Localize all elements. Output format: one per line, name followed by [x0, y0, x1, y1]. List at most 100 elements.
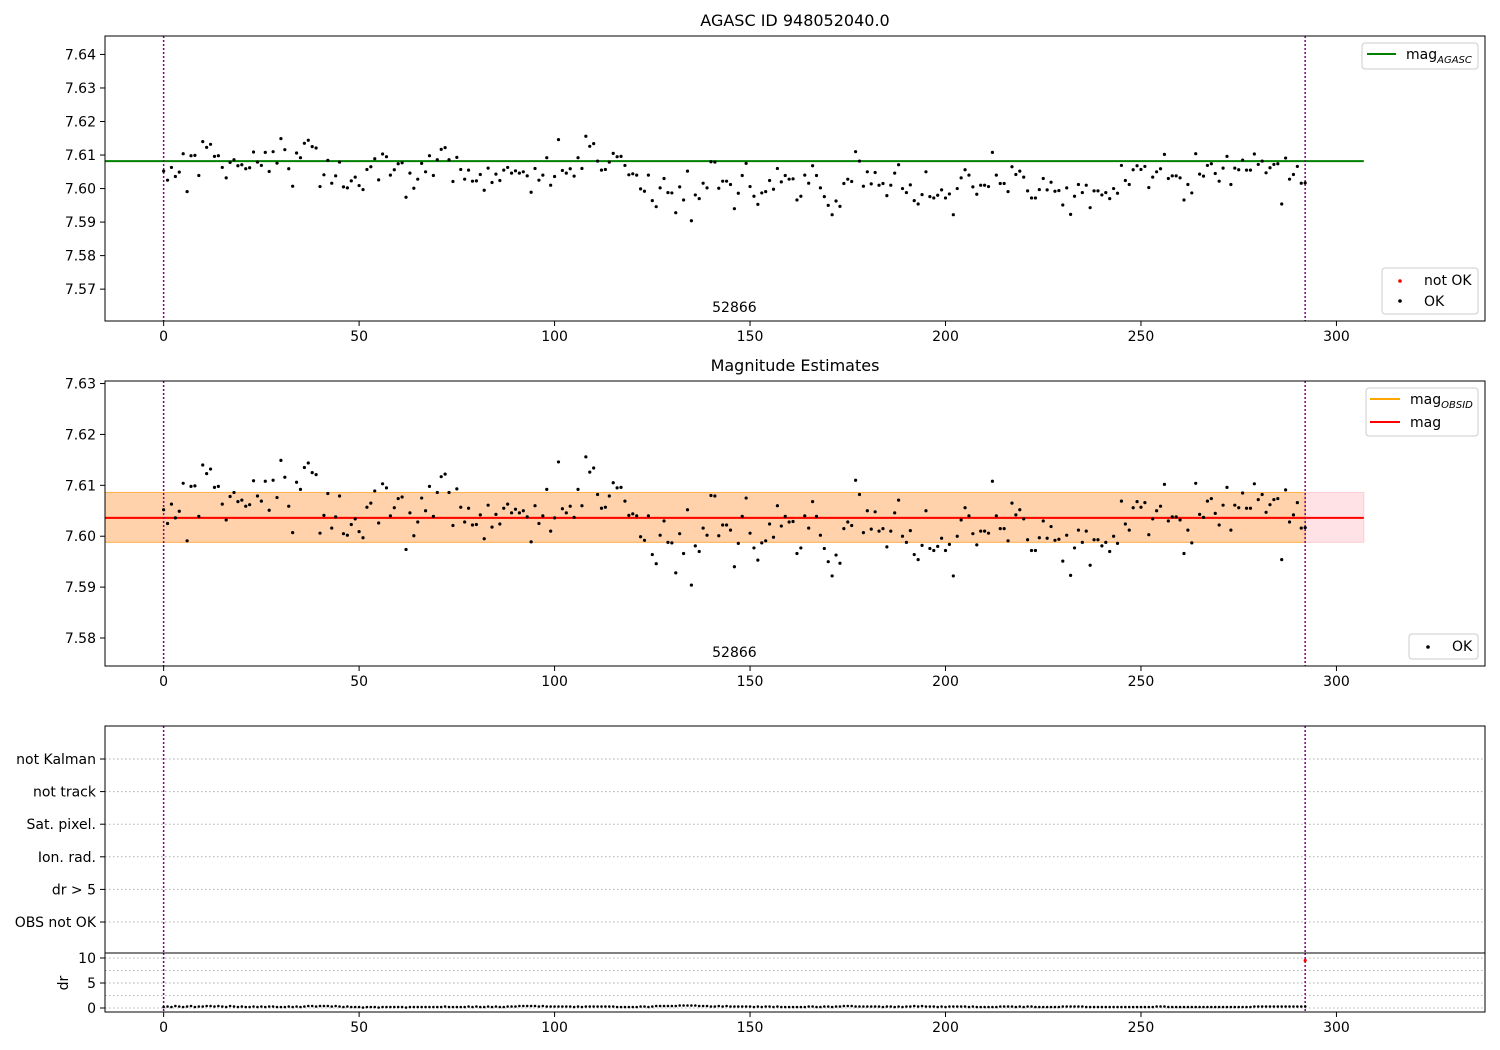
x-tick-label: 300: [1323, 329, 1350, 345]
magnitude-point: [599, 506, 604, 510]
magnitude-point: [893, 171, 897, 175]
dr-point: [439, 1005, 443, 1009]
dr-point: [1069, 1005, 1072, 1008]
magnitude-point: [1104, 540, 1108, 544]
panel1-x-ticks: 0 50 100 150 200 250 300: [159, 321, 1350, 345]
magnitude-point: [1123, 522, 1127, 526]
magnitude-point: [502, 168, 506, 172]
dr-point: [920, 1004, 924, 1008]
dr-point: [995, 1005, 998, 1009]
magnitude-point: [588, 470, 592, 474]
magnitude-point: [771, 535, 776, 539]
magnitude-point: [807, 526, 811, 530]
dr-point: [510, 1005, 513, 1008]
magnitude-point: [337, 494, 342, 498]
magnitude-point: [662, 519, 666, 523]
dr-point: [866, 1005, 869, 1008]
dr-point: [889, 1005, 893, 1008]
magnitude-point: [959, 518, 963, 522]
magnitude-point: [709, 160, 713, 164]
magnitude-point: [1225, 485, 1229, 489]
dr-point: [432, 1005, 435, 1009]
dr-point: [412, 1005, 416, 1009]
magnitude-point: [1115, 541, 1120, 545]
magnitude-point: [486, 166, 490, 170]
dr-point: [1081, 1005, 1084, 1008]
dr-point: [338, 1005, 341, 1008]
magnitude-point: [1112, 534, 1116, 538]
magnitude-point: [1084, 529, 1088, 533]
magnitude-point: [248, 166, 252, 170]
dr-point: [306, 1004, 310, 1008]
magnitude-point: [1041, 176, 1045, 181]
dr-point: [1041, 1005, 1045, 1009]
magnitude-point: [1096, 189, 1100, 193]
dr-point: [885, 1005, 889, 1008]
magnitude-point: [740, 514, 744, 518]
dr-point: [392, 1005, 396, 1009]
dr-point: [647, 1005, 650, 1009]
magnitude-point: [728, 182, 733, 187]
magnitude-point: [447, 490, 451, 495]
magnitude-point: [1080, 190, 1084, 195]
magnitude-point: [998, 181, 1002, 186]
magnitude-point: [494, 512, 498, 516]
dr-point: [478, 1005, 482, 1009]
magnitude-point: [994, 514, 998, 518]
legend-not-ok-label: not OK: [1424, 273, 1472, 289]
magnitude-point: [1045, 188, 1049, 192]
dr-point: [1065, 1005, 1068, 1008]
dr-point: [248, 1005, 251, 1009]
magnitude-point: [983, 183, 987, 187]
magnitude-point: [1053, 189, 1057, 193]
dr-point: [361, 1006, 365, 1009]
dr-point: [944, 1005, 947, 1009]
magnitude-point: [255, 160, 260, 164]
y-tick-label: 7.63: [65, 377, 96, 393]
magnitude-point: [1002, 181, 1006, 186]
magnitude-point: [896, 498, 901, 502]
dr-point: [1026, 1005, 1029, 1008]
dr-point: [811, 1005, 814, 1008]
y-tick-label: 7.63: [65, 81, 96, 97]
magnitude-point: [208, 467, 213, 471]
magnitude-point: [244, 167, 248, 171]
dr-point: [213, 1005, 216, 1008]
magnitude-point: [392, 506, 396, 510]
x-tick-label: 200: [932, 329, 959, 345]
magnitude-point: [646, 173, 650, 177]
dr-point: [971, 1005, 975, 1008]
flags-panel: not Kalman not track Sat. pixel. Ion. rad. d…: [15, 725, 1486, 1036]
magnitude-point: [662, 176, 666, 181]
magnitude-point: [533, 504, 537, 508]
magnitude-point: [943, 548, 948, 553]
dr-point: [783, 1005, 787, 1009]
magnitude-point: [693, 193, 697, 197]
dr-point: [1108, 1005, 1112, 1009]
dr-point: [631, 1005, 635, 1009]
dr-point: [177, 1005, 181, 1008]
dr-point: [1206, 1005, 1209, 1009]
magnitude-point: [994, 173, 998, 177]
magnitude-point: [1057, 537, 1061, 541]
magnitude-point: [1026, 538, 1030, 542]
dr-point: [639, 1005, 642, 1008]
magnitude-point: [1018, 508, 1022, 512]
magnitude-point: [990, 479, 995, 483]
dr-point: [1284, 1005, 1287, 1008]
magnitude-point: [826, 560, 830, 564]
dr-point: [565, 1005, 568, 1008]
magnitude-point: [744, 496, 748, 500]
flag-label: not track: [33, 785, 97, 801]
agasc-magnitude-panel: AGASC ID 948052040.0 0 50 100 150 200 250 300 …: [65, 11, 1486, 345]
dr-point: [975, 1005, 979, 1009]
dr-point: [807, 1005, 810, 1008]
magnitude-point: [670, 541, 674, 545]
dr-point: [1143, 1005, 1147, 1009]
dr-point: [842, 1004, 846, 1008]
magnitude-point: [955, 186, 959, 191]
magnitude-point: [975, 192, 979, 196]
magnitude-point: [185, 189, 189, 194]
magnitude-point: [846, 520, 850, 524]
magnitude-point: [498, 522, 502, 526]
